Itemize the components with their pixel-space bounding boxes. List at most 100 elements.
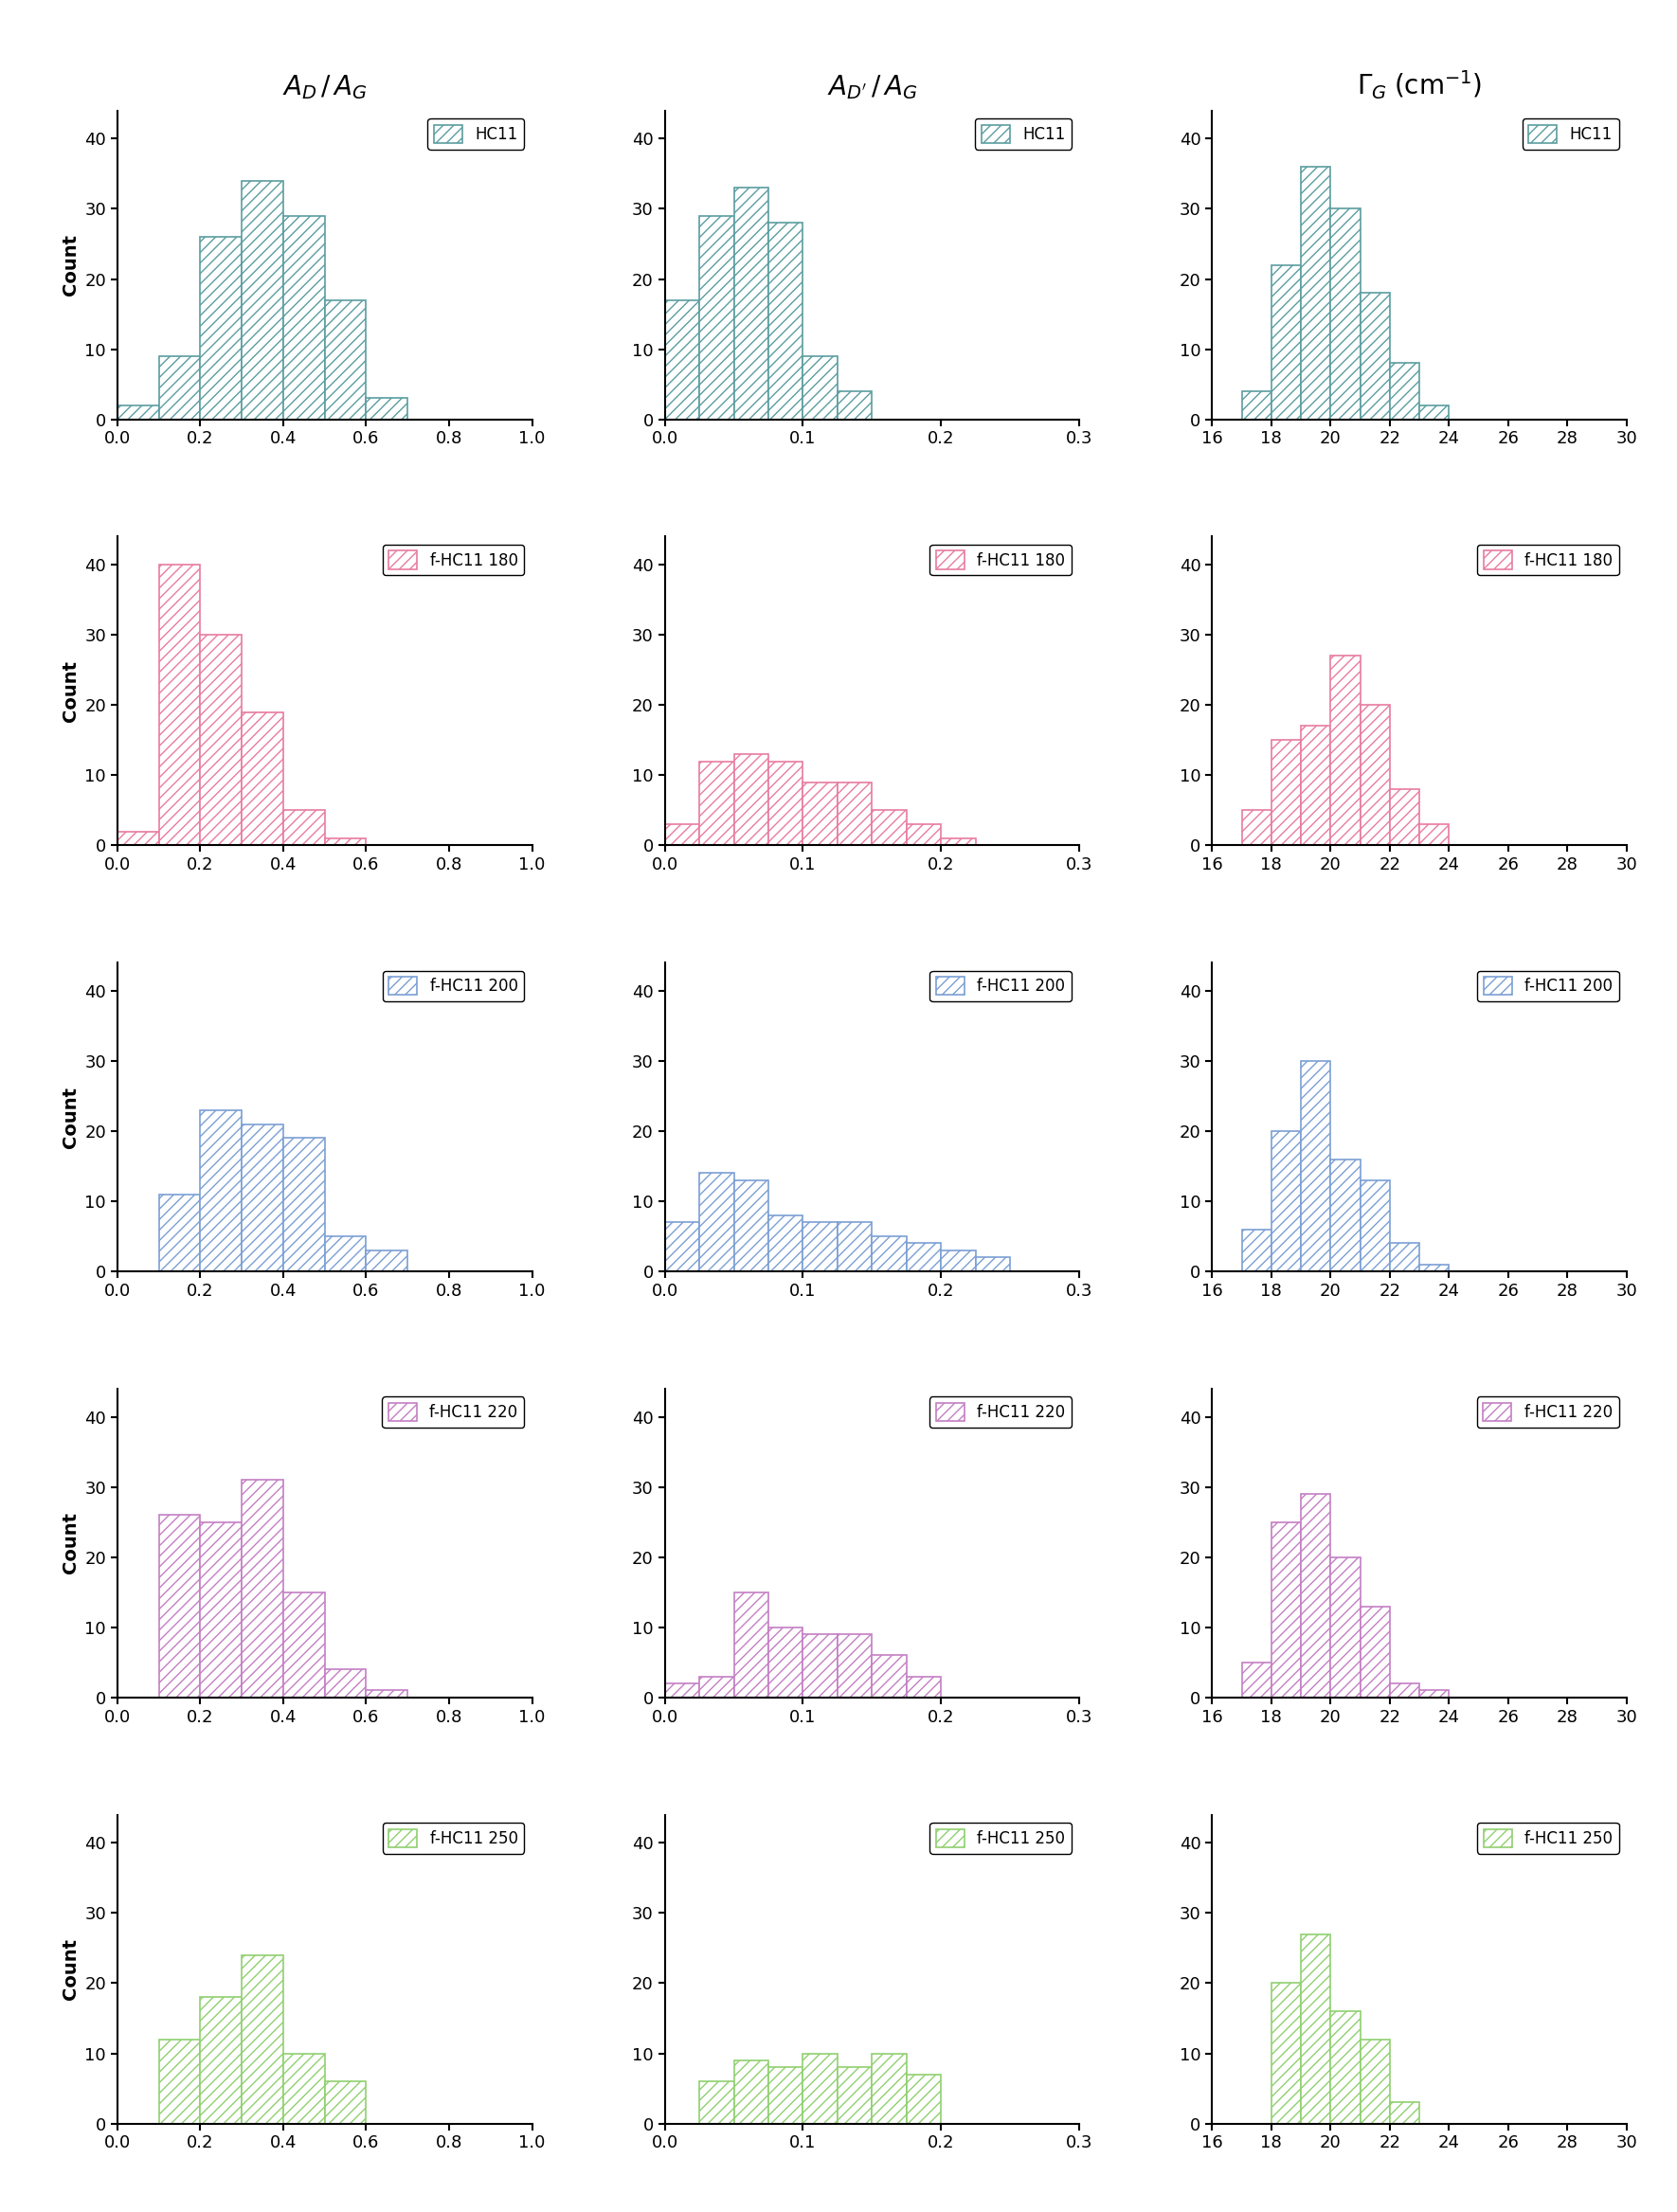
Bar: [241, 712, 283, 845]
Bar: [1271, 1130, 1301, 1272]
Bar: [117, 832, 159, 845]
Bar: [664, 1223, 699, 1272]
Bar: [1390, 790, 1419, 845]
Bar: [735, 754, 768, 845]
Title: $A_D\,/\,A_G$: $A_D\,/\,A_G$: [282, 73, 367, 102]
Bar: [325, 2081, 366, 2124]
Bar: [699, 1677, 735, 1697]
Bar: [283, 1593, 325, 1697]
Title: $\Gamma_G\;(\mathrm{cm}^{-1})$: $\Gamma_G\;(\mathrm{cm}^{-1})$: [1357, 69, 1482, 102]
Bar: [1301, 166, 1330, 420]
Bar: [1330, 1159, 1360, 1272]
Bar: [837, 783, 872, 845]
Bar: [1241, 1230, 1271, 1272]
Bar: [768, 1628, 803, 1697]
Bar: [1301, 1493, 1330, 1697]
Bar: [366, 1250, 408, 1272]
Bar: [837, 392, 872, 420]
Bar: [241, 1124, 283, 1272]
Bar: [1419, 825, 1449, 845]
Legend: f-HC11 220: f-HC11 220: [1477, 1396, 1618, 1427]
Bar: [735, 1593, 768, 1697]
Bar: [872, 2053, 907, 2124]
Title: $A_{D'}\,/\,A_G$: $A_{D'}\,/\,A_G$: [827, 73, 917, 102]
Bar: [283, 1139, 325, 1272]
Bar: [1390, 363, 1419, 420]
Bar: [699, 2081, 735, 2124]
Bar: [1419, 405, 1449, 420]
Bar: [872, 810, 907, 845]
Bar: [1419, 1690, 1449, 1697]
Bar: [1330, 208, 1360, 420]
Bar: [1360, 292, 1390, 420]
Legend: HC11: HC11: [1523, 119, 1618, 150]
Bar: [325, 301, 366, 420]
Bar: [941, 838, 976, 845]
Legend: HC11: HC11: [428, 119, 525, 150]
Bar: [907, 2075, 941, 2124]
Bar: [699, 1172, 735, 1272]
Y-axis label: Count: Count: [62, 1086, 79, 1148]
Bar: [1360, 1181, 1390, 1272]
Legend: f-HC11 250: f-HC11 250: [382, 1823, 525, 1854]
Bar: [325, 1237, 366, 1272]
Legend: f-HC11 250: f-HC11 250: [1477, 1823, 1618, 1854]
Bar: [803, 356, 837, 420]
Bar: [241, 1955, 283, 2124]
Bar: [735, 188, 768, 420]
Bar: [735, 1181, 768, 1272]
Bar: [1241, 810, 1271, 845]
Bar: [1390, 2101, 1419, 2124]
Bar: [1360, 2039, 1390, 2124]
Bar: [1301, 726, 1330, 845]
Bar: [872, 1237, 907, 1272]
Bar: [907, 1243, 941, 1272]
Bar: [325, 838, 366, 845]
Legend: f-HC11 220: f-HC11 220: [929, 1396, 1072, 1427]
Bar: [699, 761, 735, 845]
Y-axis label: Count: Count: [62, 659, 79, 721]
Bar: [735, 2059, 768, 2124]
Bar: [837, 1223, 872, 1272]
Bar: [1419, 1265, 1449, 1272]
Bar: [1330, 657, 1360, 845]
Bar: [768, 761, 803, 845]
Bar: [872, 1655, 907, 1697]
Legend: HC11: HC11: [974, 119, 1072, 150]
Bar: [366, 398, 408, 420]
Bar: [1360, 1606, 1390, 1697]
Y-axis label: Count: Count: [62, 234, 79, 296]
Bar: [200, 1110, 241, 1272]
Bar: [768, 223, 803, 420]
Bar: [1271, 741, 1301, 845]
Bar: [803, 1635, 837, 1697]
Bar: [117, 405, 159, 420]
Bar: [283, 2053, 325, 2124]
Bar: [241, 1480, 283, 1697]
Legend: f-HC11 180: f-HC11 180: [1477, 544, 1618, 575]
Bar: [1271, 265, 1301, 420]
Legend: f-HC11 200: f-HC11 200: [1477, 971, 1618, 1002]
Bar: [1241, 1663, 1271, 1697]
Bar: [664, 825, 699, 845]
Bar: [976, 1256, 1010, 1272]
Bar: [699, 217, 735, 420]
Bar: [1241, 392, 1271, 420]
Bar: [1271, 1984, 1301, 2124]
Bar: [1360, 706, 1390, 845]
Bar: [664, 301, 699, 420]
Bar: [1301, 1933, 1330, 2124]
Bar: [907, 825, 941, 845]
Bar: [200, 237, 241, 420]
Legend: f-HC11 200: f-HC11 200: [929, 971, 1072, 1002]
Bar: [803, 783, 837, 845]
Bar: [907, 1677, 941, 1697]
Bar: [1271, 1522, 1301, 1697]
Bar: [1330, 2011, 1360, 2124]
Bar: [283, 217, 325, 420]
Bar: [1390, 1683, 1419, 1697]
Y-axis label: Count: Count: [62, 1938, 79, 2000]
Bar: [664, 1683, 699, 1697]
Legend: f-HC11 250: f-HC11 250: [929, 1823, 1072, 1854]
Bar: [159, 1515, 200, 1697]
